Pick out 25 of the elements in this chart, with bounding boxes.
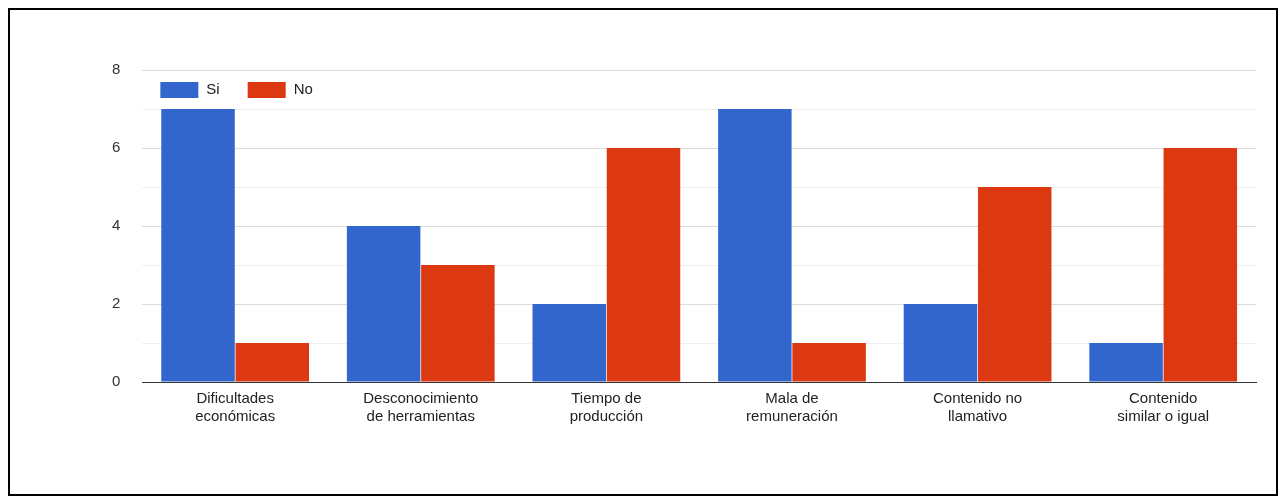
x-tick-label: Mala de remuneración xyxy=(746,389,838,425)
bar xyxy=(1163,148,1238,382)
bar xyxy=(161,109,235,382)
bar xyxy=(421,265,495,382)
legend-label: Si xyxy=(206,80,220,98)
bar xyxy=(903,304,978,382)
x-tick-label: Dificultades económicas xyxy=(195,389,276,425)
y-tick-label: 2 xyxy=(112,294,121,312)
y-tick-label: 4 xyxy=(112,216,121,234)
bar xyxy=(532,304,606,382)
y-tick-label: 0 xyxy=(112,372,121,390)
bar xyxy=(792,343,866,382)
bar xyxy=(606,148,681,382)
x-tick-label: Contenido no llamativo xyxy=(932,389,1023,425)
y-tick-label: 6 xyxy=(112,138,121,156)
bar xyxy=(346,226,421,382)
legend-label: No xyxy=(293,80,313,98)
bar xyxy=(977,187,1052,382)
x-tick-label: Tiempo de producción xyxy=(569,389,644,425)
x-tick-label: Desconocimiento de herramientas xyxy=(363,389,479,425)
y-tick-label: 8 xyxy=(112,60,121,78)
bar xyxy=(235,343,310,382)
bar xyxy=(718,109,792,382)
x-tick-label: Contenido similar o igual xyxy=(1117,389,1210,425)
bar xyxy=(1089,343,1163,382)
